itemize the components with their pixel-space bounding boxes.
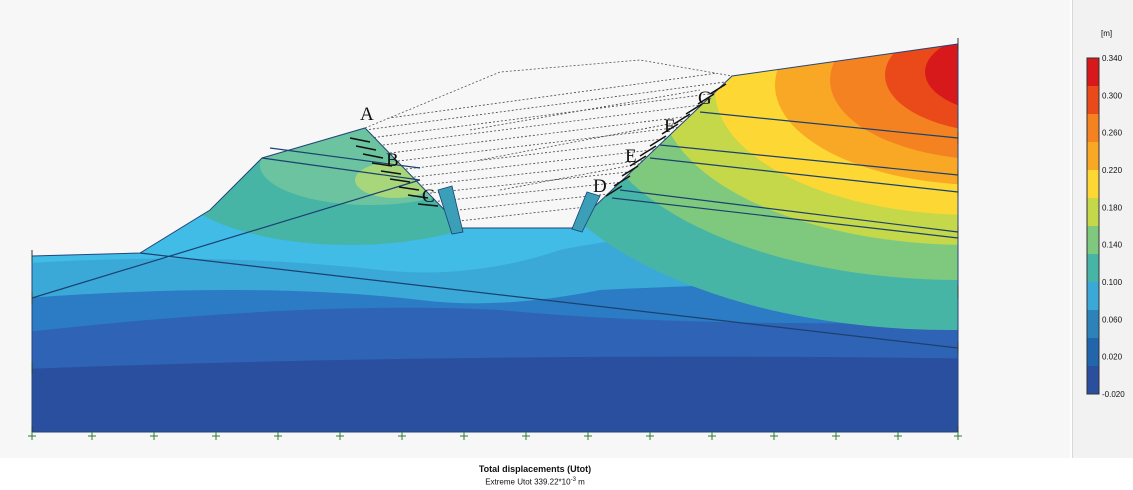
legend-frame: [1086, 57, 1100, 395]
legend-tick-label: 0.180: [1102, 203, 1123, 212]
legend-swatch: [1087, 114, 1099, 143]
legend-swatch: [1087, 310, 1099, 339]
point-label-f: F: [664, 116, 675, 137]
legend-swatch: [1087, 226, 1099, 255]
legend-panel: [m] 0.340 0.300 0.260 0.220 0.180 0.140 0.100 0…: [1072, 0, 1133, 458]
point-label-e: E: [625, 146, 637, 167]
legend-swatch: [1087, 198, 1099, 227]
legend-tick-label: 0.260: [1102, 129, 1123, 138]
legend-tick-label: 0.220: [1102, 166, 1123, 175]
legend-swatch: [1087, 366, 1099, 395]
legend-tick-label: 0.060: [1102, 315, 1123, 324]
legend-unit: [m]: [1101, 29, 1112, 38]
legend-swatch: [1087, 338, 1099, 367]
caption-title: Total displacements (Utot): [478, 464, 592, 474]
legend-tick-label: 0.100: [1102, 278, 1123, 287]
displacement-contour-plot: A B C D E F G: [28, 38, 962, 440]
legend-swatch: [1087, 86, 1099, 115]
slope-nails: [349, 83, 727, 207]
legend-tick-label: 0.140: [1102, 241, 1123, 250]
color-legend: [m] 0.3400.3000.2600.2200.1800.1400.1000…: [1086, 29, 1125, 399]
legend-tick-label: -0.020: [1102, 390, 1125, 399]
point-label-c: C: [422, 186, 435, 207]
legend-swatch: [1087, 254, 1099, 283]
model-plot-area[interactable]: A B C D E F G: [0, 0, 1070, 458]
legend-tick-label: 0.300: [1102, 91, 1123, 100]
support-piles: [437, 185, 601, 235]
legend-swatch: [1087, 170, 1099, 199]
legend-tick-label: 0.340: [1102, 54, 1123, 63]
legend-swatch: [1087, 142, 1099, 171]
point-label-b: B: [386, 150, 399, 171]
anchor-lines: [31, 111, 959, 349]
legend-swatch: [1087, 58, 1099, 87]
plot-caption: Total displacements (Utot) Extreme Utot …: [0, 458, 1070, 490]
legend-tick-labels: 0.340 0.300 0.260 0.220 0.180 0.140 0.100 0.060…: [1102, 54, 1125, 399]
point-label-d: D: [593, 176, 607, 197]
legend-swatch: [1087, 282, 1099, 311]
legend-color-bar: [1086, 57, 1100, 395]
caption-extreme: Extreme Utot 339.22*10-3 m: [485, 477, 585, 487]
point-label-g: G: [698, 88, 712, 109]
point-label-a: A: [360, 104, 374, 125]
legend-tick-label: 0.020: [1102, 353, 1123, 362]
fixity-symbols: [28, 432, 962, 440]
